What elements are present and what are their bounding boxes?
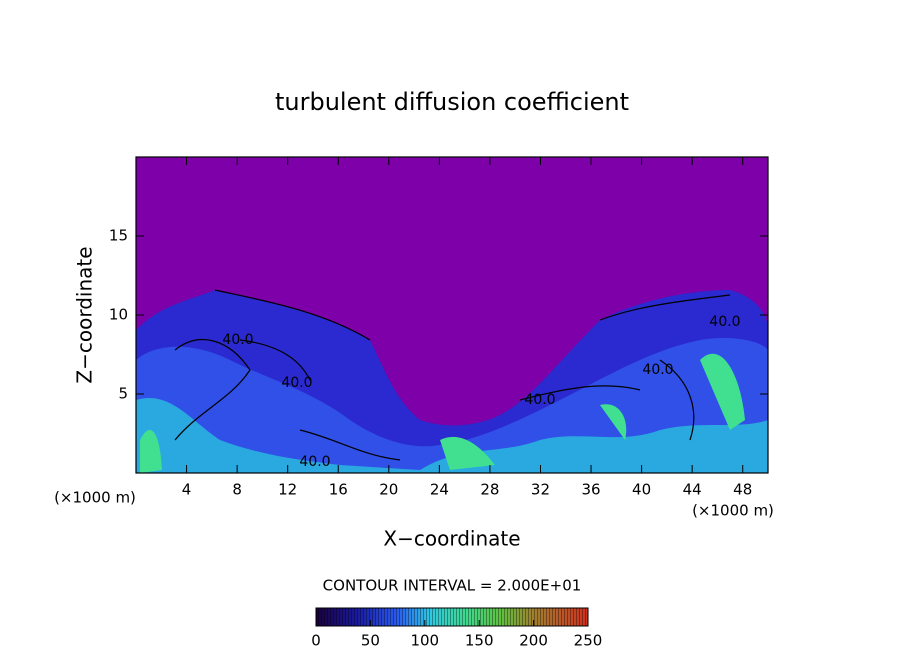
contour-label: 40.0 [222,332,253,348]
y-tick-label: 5 [118,385,128,403]
colorbar-tick-label: 100 [410,632,439,650]
x-tick-label: 44 [683,481,702,499]
contour-interval: CONTOUR INTERVAL = 2.000E+01 [323,577,582,595]
x-tick-label: 36 [581,481,600,499]
colorbar-tick-label: 250 [574,632,603,650]
x-tick-label: 4 [182,481,192,499]
field [136,157,768,473]
y-unit: (×1000 m) [54,489,136,507]
colorbar-tick-label: 200 [519,632,548,650]
x-tick-label: 8 [232,481,242,499]
x-tick-label: 48 [733,481,752,499]
contour-label: 40.0 [642,362,673,378]
x-axis-label: X−coordinate [383,527,520,551]
contour-label: 40.0 [709,314,740,330]
colorbar-tick-label: 150 [465,632,494,650]
colorbar-tick-label: 50 [361,632,380,650]
x-tick-label: 12 [278,481,297,499]
x-tick-label: 24 [430,481,449,499]
x-unit: (×1000 m) [692,502,774,520]
x-tick-label: 32 [531,481,550,499]
chart-title: turbulent diffusion coefficient [275,88,629,116]
colorbar-frame [315,607,589,627]
x-tick-label: 28 [480,481,499,499]
y-tick-label: 10 [109,306,128,324]
contour-label: 40.0 [299,454,330,470]
x-tick-label: 16 [329,481,348,499]
x-tick-label: 20 [379,481,398,499]
y-axis-label: Z−coordinate [73,246,97,383]
contour-label: 40.0 [524,392,555,408]
y-tick-label: 15 [109,227,128,245]
contour-label: 40.0 [281,375,312,391]
x-tick-label: 40 [632,481,651,499]
colorbar-tick-label: 0 [311,632,321,650]
